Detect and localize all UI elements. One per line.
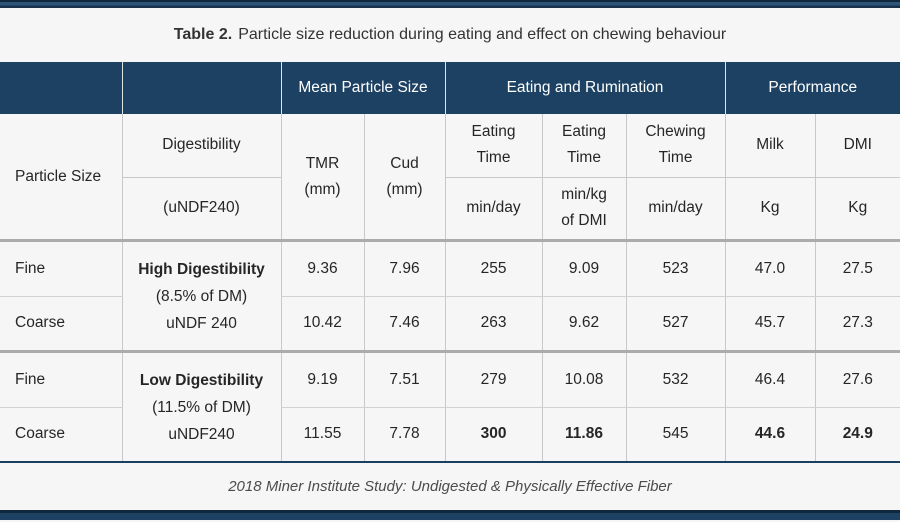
header-milk-unit: Kg [724,177,816,239]
header-group-row: Mean Particle Size Eating and Rumination… [0,62,900,114]
cell-eating-per-dmi: 9.62 [541,296,627,350]
cell-chewing-time: 532 [625,353,726,408]
cell-eating-time: 255 [444,242,543,297]
cell-particle-size: Fine [0,242,122,297]
cell-tmr: 9.36 [280,242,364,297]
header-digestibility-unit: (uNDF240) [121,177,281,239]
table-row: Fine Low Digestibility (11.5% of DM) uND… [0,353,900,461]
header-particle-size: Particle Size [15,167,102,185]
cell-chewing-time: 545 [625,407,726,461]
cell-eating-per-dmi: 11.86 [541,407,627,461]
table-title: Table 2. Particle size reduction during … [0,8,900,62]
cell-group-label-high: High Digestibility (8.5% of DM) uNDF 240 [121,242,281,350]
cell-cud: 7.51 [363,353,446,408]
cell-dmi: 27.6 [814,353,900,408]
cell-cud: 7.78 [363,407,446,461]
cell-eating-time: 263 [444,296,543,350]
thick-separator [0,239,900,242]
cell-chewing-time: 527 [625,296,726,350]
table-row: Coarse 10.42 7.46 263 9.62 527 45.7 27.3 [0,296,900,350]
cell-cud: 7.46 [363,296,446,350]
header-chewing-time: Chewing Time [625,114,726,178]
table-row: Fine High Digestibility (8.5% of DM) uND… [0,242,900,350]
header-group-mean-particle-size: Mean Particle Size [280,62,446,114]
cell-cud: 7.96 [363,242,446,297]
cell-milk: 46.4 [724,353,816,408]
table-row: Coarse 11.55 7.78 300 11.86 545 44.6 24.… [0,407,900,461]
header-dmi-unit: Kg [814,177,900,239]
data-table: Mean Particle Size Eating and Rumination… [0,62,900,461]
header-group-eating-rumination: Eating and Rumination [444,62,726,114]
header-sub-row-top: Particle Size Digestibility TMR (mm) Cud… [0,114,900,239]
cell-particle-size: Fine [0,353,122,408]
header-spacer-digestibility [121,62,281,114]
cell-milk: 47.0 [724,242,816,297]
header-eating-time-dmi: Eating Time [541,114,627,178]
cell-dmi: 24.9 [814,407,900,461]
header-milk: Milk [724,114,816,178]
header-spacer-particle [0,62,122,114]
header-group-performance: Performance [724,62,900,114]
cell-chewing-time: 523 [625,242,726,297]
header-dmi: DMI [814,114,900,178]
source-caption: 2018 Miner Institute Study: Undigested &… [0,461,900,510]
cell-milk: 45.7 [724,296,816,350]
header-eating-time-day: Eating Time [444,114,543,178]
cell-particle-size: Coarse [0,407,122,461]
header-cud: Cud (mm) [363,114,446,239]
header-tmr: TMR (mm) [280,114,364,239]
table-title-text: Particle size reduction during eating an… [238,26,727,43]
header-eating-time-day-unit: min/day [444,177,543,239]
cell-dmi: 27.5 [814,242,900,297]
header-chewing-time-unit: min/day [625,177,726,239]
cell-eating-per-dmi: 10.08 [541,353,627,408]
header-eating-time-dmi-unit: min/kg of DMI [541,177,627,239]
header-digestibility: Digestibility [121,114,281,178]
cell-tmr: 9.19 [280,353,364,408]
cell-eating-time: 279 [444,353,543,408]
top-accent-bar [0,0,900,8]
cell-eating-per-dmi: 9.09 [541,242,627,297]
cell-tmr: 10.42 [280,296,364,350]
cell-tmr: 11.55 [280,407,364,461]
cell-milk: 44.6 [724,407,816,461]
thick-separator [0,350,900,353]
cell-dmi: 27.3 [814,296,900,350]
cell-particle-size: Coarse [0,296,122,350]
cell-eating-time: 300 [444,407,543,461]
bottom-accent-bar [0,510,900,520]
header-sub-row-units: (uNDF240) min/day min/kg of DMI min/day … [0,177,900,239]
table-title-prefix: Table 2. [173,26,233,43]
cell-group-label-low: Low Digestibility (11.5% of DM) uNDF240 [121,353,281,461]
